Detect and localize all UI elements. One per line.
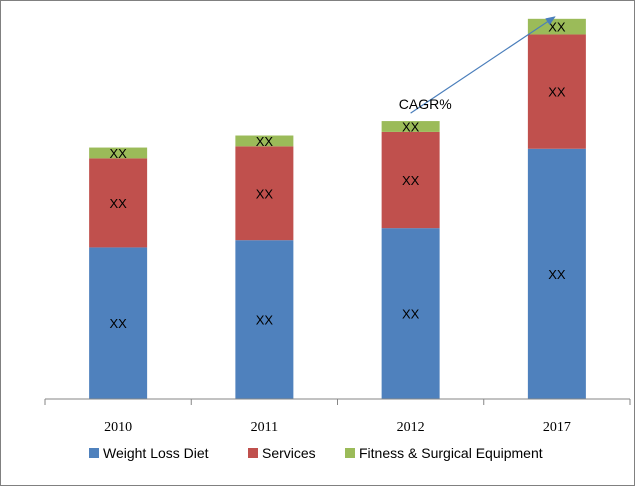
- cagr-label: CAGR%: [399, 96, 452, 112]
- x-tick-label: 2010: [104, 420, 132, 435]
- bar-fitness-surgical-equipment-2017: [527, 18, 586, 35]
- bar-weight-loss-diet-2012: [381, 228, 440, 399]
- bar-fitness-surgical-equipment-2012: [381, 121, 440, 132]
- legend: Weight Loss Diet Services Fitness & Surgic…: [89, 445, 543, 461]
- x-tick-label: 2011: [251, 420, 278, 435]
- data-label: XX: [402, 173, 420, 188]
- data-label: XX: [256, 186, 274, 201]
- x-axis: 2010 2011 2012 2017: [44, 398, 631, 435]
- data-label: XX: [109, 316, 127, 331]
- bar-weight-loss-diet-2017: [527, 148, 586, 399]
- legend-label: Weight Loss Diet: [103, 445, 209, 461]
- data-label: XX: [548, 267, 566, 282]
- data-label: XX: [548, 20, 566, 35]
- x-tick-label: 2012: [397, 420, 425, 435]
- legend-swatch: [345, 448, 355, 458]
- bar-services-2011: [235, 146, 294, 241]
- bar-services-2017: [527, 34, 586, 149]
- data-label: XX: [402, 307, 420, 322]
- legend-label: Fitness & Surgical Equipment: [359, 445, 543, 461]
- data-label: XX: [548, 85, 566, 100]
- data-label: XX: [402, 119, 420, 134]
- bar-fitness-surgical-equipment-2010: [89, 147, 148, 159]
- data-label: XX: [109, 196, 127, 211]
- data-label: XX: [109, 146, 127, 161]
- legend-swatch: [248, 448, 258, 458]
- bar-weight-loss-diet-2011: [235, 240, 294, 399]
- legend-label: Services: [262, 445, 316, 461]
- bar-services-2012: [381, 131, 440, 229]
- bar-weight-loss-diet-2010: [89, 247, 148, 399]
- cagr-annotation: CAGR%: [399, 16, 556, 114]
- data-label: XX: [256, 134, 274, 149]
- legend-swatch: [89, 448, 99, 458]
- bar-services-2010: [89, 158, 148, 248]
- x-tick-label: 2017: [543, 420, 571, 435]
- bars-layer: XX XX XX XX XX XX XX XX XX XX XX XX: [89, 18, 586, 399]
- bar-fitness-surgical-equipment-2011: [235, 135, 294, 147]
- data-label: XX: [256, 313, 274, 328]
- cagr-arrow: [410, 16, 556, 114]
